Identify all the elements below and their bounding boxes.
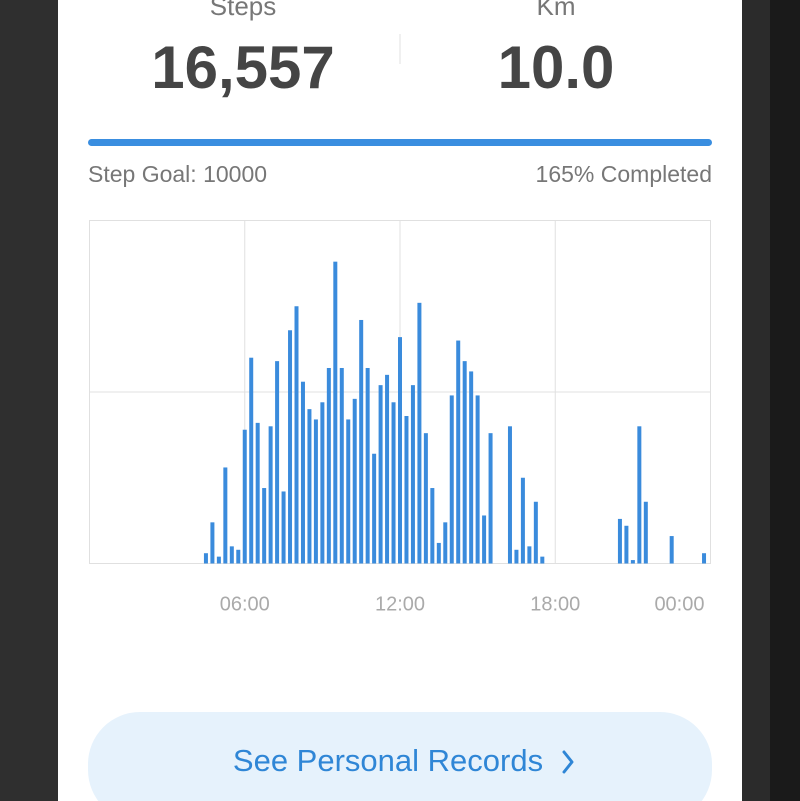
bar (702, 553, 707, 564)
steps-value: 16,557 (151, 34, 335, 101)
bar (352, 398, 357, 564)
bar (268, 426, 273, 564)
bar (436, 542, 441, 564)
km-value: 10.0 (498, 34, 615, 101)
bar (456, 340, 461, 564)
bar (242, 429, 247, 564)
bar (630, 560, 635, 564)
bar (533, 501, 538, 564)
bar (333, 261, 338, 564)
chart: 06:00 12:00 18:00 00:00 (89, 220, 711, 615)
bar (469, 371, 474, 564)
bar (643, 501, 648, 564)
bar (391, 402, 396, 564)
bar (294, 306, 299, 564)
bar (378, 385, 383, 564)
bar (423, 433, 428, 564)
bar (488, 433, 493, 564)
chevron[interactable] (562, 750, 574, 774)
bar (300, 381, 305, 564)
progress-bar (88, 139, 712, 146)
bar (210, 522, 215, 564)
records-button[interactable] (88, 712, 712, 801)
button-label[interactable]: See Personal Records (233, 743, 543, 778)
bar (275, 361, 280, 564)
bar (281, 491, 286, 564)
bar (462, 361, 467, 564)
bar (320, 402, 325, 564)
bar (236, 549, 241, 564)
x-tick-label: 12:00 (375, 593, 425, 615)
bar (216, 556, 221, 564)
bar (475, 395, 480, 564)
bar (249, 357, 254, 564)
bar (262, 488, 267, 564)
x-tick-label: 06:00 (220, 593, 270, 615)
bar (527, 546, 532, 564)
km-label: Km (537, 0, 576, 21)
bar (372, 453, 377, 564)
bar (449, 395, 454, 564)
bar (404, 416, 409, 564)
bar (520, 477, 525, 564)
bar (229, 546, 234, 564)
bar (624, 525, 629, 564)
bar (313, 419, 318, 564)
bar (430, 488, 435, 564)
bar (203, 553, 208, 564)
left-edge (0, 0, 58, 801)
bar (443, 522, 448, 564)
bar (255, 422, 260, 564)
bar (385, 374, 390, 564)
bar (410, 385, 415, 564)
bar (365, 367, 370, 564)
bar (339, 367, 344, 564)
bar (417, 302, 422, 564)
right-edge-dark (770, 0, 800, 801)
bar (288, 330, 293, 564)
x-tick-label: 00:00 (654, 593, 704, 615)
bar (223, 467, 228, 564)
steps-label: Steps (210, 0, 277, 21)
bar (482, 515, 487, 564)
bar (507, 426, 512, 564)
bar (617, 518, 622, 564)
bar (540, 556, 545, 564)
bar (346, 419, 351, 564)
right-edge (742, 0, 770, 801)
x-tick-label: 18:00 (530, 593, 580, 615)
completed-text: 165% Completed (536, 161, 712, 187)
bar (669, 536, 674, 564)
bar (637, 426, 642, 564)
bar (398, 337, 402, 564)
bar (307, 409, 312, 564)
goal-text: Step Goal: 10000 (88, 161, 267, 187)
bar (514, 549, 519, 564)
bar (326, 367, 331, 564)
bar (359, 319, 364, 564)
